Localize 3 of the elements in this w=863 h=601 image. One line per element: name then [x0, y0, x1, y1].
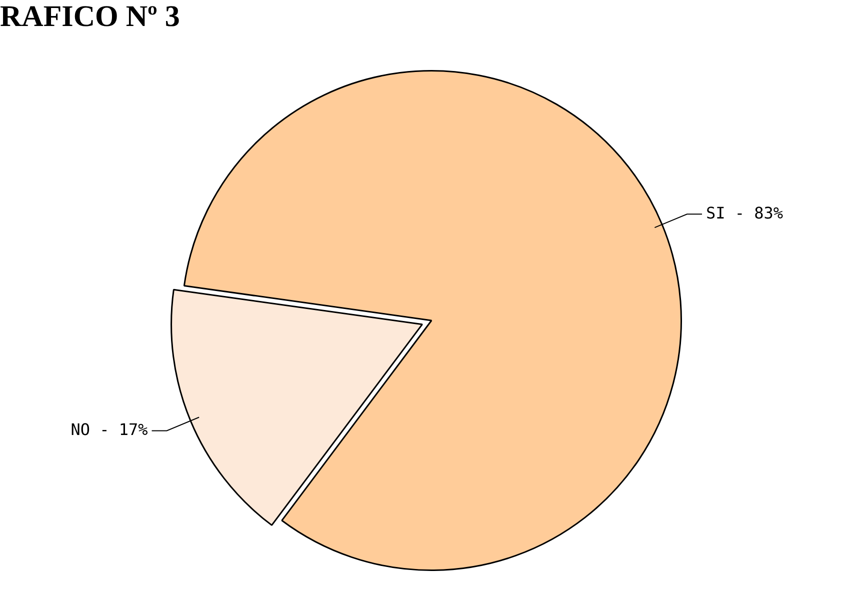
slice-label: SI - 83% — [706, 203, 784, 222]
chart-title: RAFICO Nº 3 — [0, 0, 180, 34]
slice-label: NO - 17% — [70, 420, 148, 439]
